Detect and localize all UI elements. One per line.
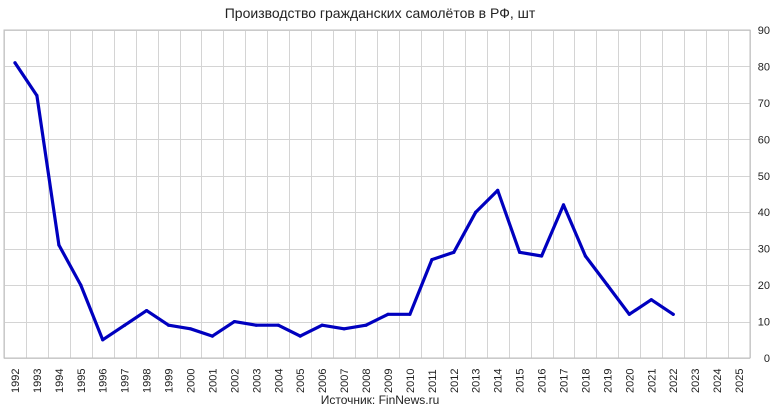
x-tick-label: 2011 [427, 369, 439, 393]
data-point [408, 312, 412, 316]
x-tick-label: 1994 [54, 369, 66, 393]
x-tick-label: 1998 [142, 369, 154, 393]
data-point [79, 283, 83, 287]
data-point [496, 188, 500, 192]
data-point [430, 258, 434, 262]
y-tick-label: 90 [758, 25, 770, 37]
data-point [649, 298, 653, 302]
x-tick-label: 2009 [383, 369, 395, 393]
data-point [145, 309, 149, 313]
x-tick-label: 2000 [186, 369, 198, 393]
x-tick-label: 2021 [646, 369, 658, 393]
grid [4, 30, 751, 359]
data-point [298, 334, 302, 338]
x-tick-label: 2014 [493, 369, 505, 393]
y-tick-label: 0 [764, 353, 770, 365]
x-tick-label: 2007 [339, 369, 351, 393]
data-point [254, 323, 258, 327]
data-point [13, 61, 17, 65]
chart-source-note: Источник: FinNews.ru [321, 393, 440, 407]
data-point [627, 312, 631, 316]
data-point [35, 94, 39, 98]
data-point [364, 323, 368, 327]
chart-title: Производство гражданских самолётов в РФ,… [225, 5, 536, 21]
x-tick-label: 2023 [690, 369, 702, 393]
data-point [386, 312, 390, 316]
data-point [540, 254, 544, 258]
data-point [583, 254, 588, 258]
data-point [210, 334, 214, 338]
y-tick-label: 30 [758, 244, 770, 256]
x-tick-label: 2008 [361, 369, 373, 393]
x-tick-label: 2002 [229, 369, 241, 393]
series-group [13, 61, 675, 342]
y-tick-label: 20 [758, 280, 770, 292]
x-tick-label: 1997 [120, 369, 132, 393]
y-axis-tick-labels: 0 10 20 30 40 50 60 70 80 90 [758, 25, 770, 365]
data-point [232, 320, 236, 324]
x-tick-label: 2004 [273, 369, 285, 393]
data-point [474, 210, 478, 214]
y-tick-label: 10 [758, 317, 770, 329]
y-tick-label: 80 [758, 61, 770, 73]
y-tick-label: 40 [758, 207, 770, 219]
data-point [320, 323, 324, 327]
x-tick-label: 1993 [32, 369, 44, 393]
data-point [561, 203, 566, 207]
x-tick-label: 2018 [580, 369, 592, 393]
x-tick-label: 1999 [164, 369, 176, 393]
x-tick-label: 2022 [668, 369, 680, 393]
data-point [518, 250, 522, 254]
data-point [101, 338, 105, 342]
data-point [188, 327, 193, 331]
data-point [342, 327, 346, 331]
x-tick-label: 2024 [712, 369, 724, 393]
data-point [605, 283, 610, 287]
x-tick-label: 2020 [624, 369, 636, 393]
x-tick-label: 2003 [251, 369, 263, 393]
y-tick-label: 60 [758, 134, 770, 146]
data-point [57, 243, 61, 247]
data-point [671, 312, 675, 316]
data-point [167, 323, 171, 327]
x-tick-label: 1992 [10, 369, 22, 393]
data-point [276, 323, 280, 327]
y-tick-label: 50 [758, 171, 770, 183]
x-tick-label: 2015 [515, 369, 527, 393]
x-tick-label: 2016 [537, 369, 549, 393]
x-axis-tick-labels: 1992 1993 1994 1995 1996 1997 1998 1999 2000 2001… [10, 369, 746, 393]
x-tick-label: 2005 [295, 369, 307, 393]
y-tick-label: 70 [758, 98, 770, 110]
x-tick-label: 2013 [471, 369, 483, 393]
x-tick-label: 2025 [734, 369, 746, 393]
x-tick-label: 2010 [405, 369, 417, 393]
x-tick-label: 2006 [317, 369, 329, 393]
plot-area-border [3, 29, 751, 359]
x-tick-label: 2017 [559, 369, 571, 393]
data-point [452, 250, 456, 254]
x-tick-label: 1995 [76, 369, 88, 393]
x-tick-label: 2001 [207, 369, 219, 393]
x-tick-label: 2019 [602, 369, 614, 393]
x-tick-label: 1996 [98, 369, 110, 393]
data-point [123, 323, 127, 327]
x-tick-label: 2012 [449, 369, 461, 393]
